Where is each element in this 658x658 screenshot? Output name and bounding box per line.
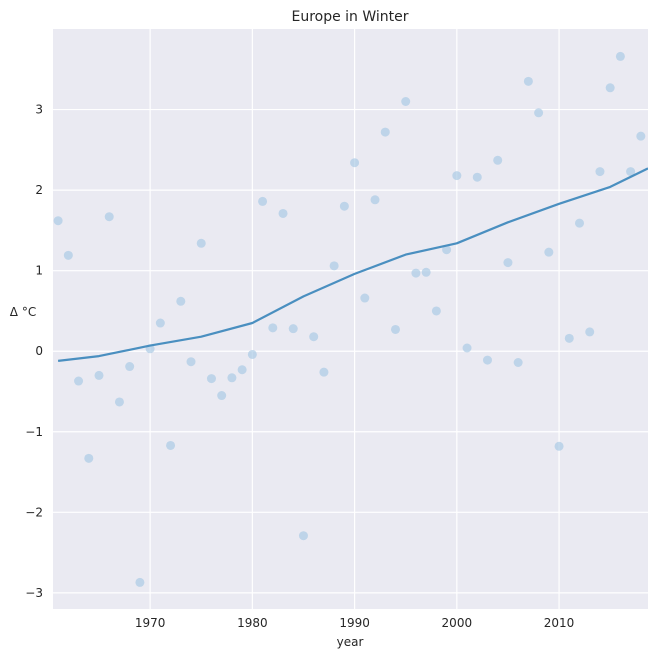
data-point [217, 391, 227, 401]
x-tick-label: 1980 [237, 616, 268, 630]
data-point [482, 355, 492, 365]
y-tick-label: −3 [25, 586, 43, 600]
data-point [534, 108, 544, 118]
data-point [472, 172, 482, 182]
data-point [227, 373, 237, 383]
data-point [503, 258, 513, 268]
data-point [462, 343, 472, 353]
data-point [595, 167, 605, 177]
data-point [104, 212, 114, 222]
x-axis-label: year [337, 635, 364, 649]
data-point [329, 261, 339, 271]
scatter-points [53, 51, 646, 587]
data-point [350, 158, 360, 168]
data-point [626, 167, 636, 177]
data-point [155, 318, 165, 328]
data-point [206, 374, 216, 384]
data-point [411, 268, 421, 278]
trend-line-group [57, 167, 648, 362]
data-point [298, 531, 308, 541]
data-point [380, 127, 390, 137]
data-point [431, 306, 441, 316]
data-point [258, 196, 268, 206]
data-point [339, 201, 349, 211]
data-point [125, 362, 135, 372]
x-tick-label: 2000 [442, 616, 473, 630]
data-point [513, 358, 523, 367]
data-point [421, 267, 431, 277]
data-point [94, 370, 104, 380]
chart-title: Europe in Winter [291, 9, 408, 25]
data-point [186, 357, 196, 367]
x-tick-label: 1990 [339, 616, 370, 630]
data-point [615, 51, 625, 61]
y-tick-label: −1 [25, 425, 43, 439]
data-point [196, 238, 206, 248]
data-point [53, 216, 63, 226]
data-point [309, 332, 319, 342]
data-point [268, 323, 278, 333]
data-point [564, 333, 574, 343]
tick-labels: 1970 1980 1990 2000 2010 −3 −2 −1 0 1 2 3 [25, 103, 574, 630]
data-point [493, 155, 503, 165]
data-point [319, 367, 329, 377]
y-tick-label: 2 [35, 183, 43, 197]
data-point [523, 76, 533, 86]
x-tick-label: 1970 [135, 616, 166, 630]
data-point [390, 324, 400, 334]
data-point [176, 296, 186, 306]
data-point [63, 250, 73, 260]
data-point [278, 208, 288, 218]
data-point [247, 349, 257, 359]
data-point [452, 171, 462, 181]
data-point [575, 218, 585, 228]
data-point [370, 195, 380, 205]
data-point [135, 577, 145, 587]
data-point [442, 245, 452, 255]
y-tick-label: −2 [25, 505, 43, 519]
data-point [544, 247, 554, 257]
data-point [166, 440, 176, 450]
x-tick-label: 2010 [544, 616, 575, 630]
data-point [84, 453, 94, 463]
data-point [585, 327, 595, 337]
data-point [636, 131, 646, 141]
data-point [237, 365, 247, 375]
y-axis-label: Δ °C [10, 305, 36, 319]
data-point [401, 97, 411, 106]
trend-line [57, 167, 648, 362]
y-tick-label: 1 [35, 264, 43, 278]
data-point [288, 324, 298, 334]
data-point [554, 441, 564, 451]
data-point [114, 397, 124, 407]
y-tick-label: 3 [35, 103, 43, 117]
data-point [605, 83, 615, 93]
y-tick-label: 0 [35, 344, 43, 358]
data-point [74, 376, 84, 386]
data-point [360, 293, 370, 303]
